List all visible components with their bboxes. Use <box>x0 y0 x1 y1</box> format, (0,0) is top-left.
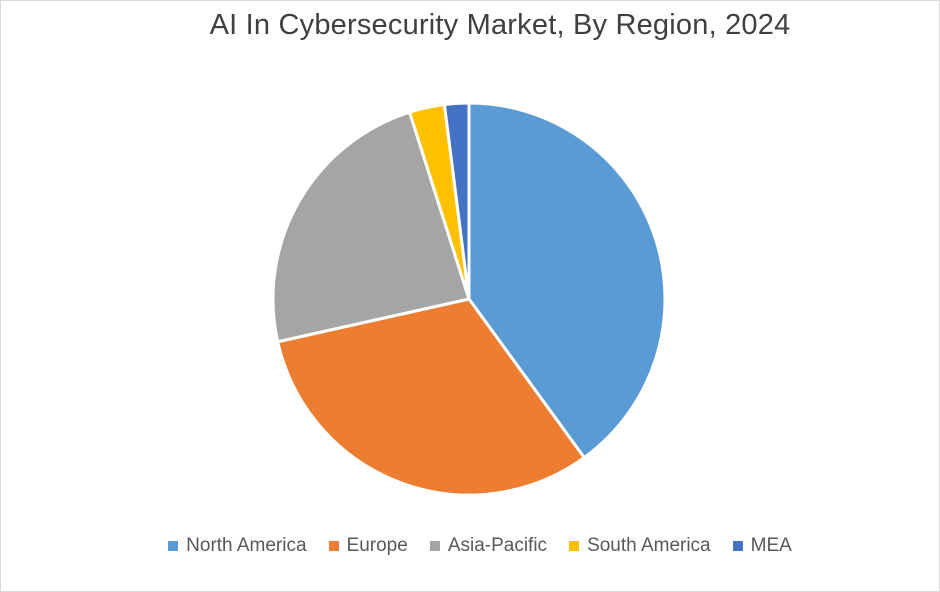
pie-slice-asia-pacific <box>271 110 471 344</box>
legend-label: Europe <box>346 535 408 556</box>
legend-label: MEA <box>750 535 792 556</box>
legend-swatch-asia-pacific <box>429 541 440 551</box>
pie-slice-mea <box>442 101 471 301</box>
legend-item-mea: MEA <box>732 535 792 557</box>
legend-item-asia-pacific: Asia-Pacific <box>429 535 548 557</box>
legend-item-europe: Europe <box>328 535 408 557</box>
pie-chart <box>271 101 667 497</box>
pie-slice-europe <box>276 297 586 497</box>
legend-label: North America <box>186 535 307 556</box>
legend-swatch-south-america <box>569 541 580 551</box>
pie-slice-north-america <box>467 101 667 460</box>
legend-swatch-europe <box>328 541 339 551</box>
legend-item-south-america: South America <box>569 535 711 557</box>
legend-swatch-mea <box>732 541 743 551</box>
legend-item-north-america: North America <box>168 535 307 557</box>
legend: North America Europe Asia-Pacific South Ame… <box>1 535 939 557</box>
legend-swatch-north-america <box>168 541 179 551</box>
legend-label: South America <box>587 535 711 556</box>
chart-title: AI In Cybersecurity Market, By Region, 2… <box>209 9 791 41</box>
legend-label: Asia-Pacific <box>447 535 548 556</box>
